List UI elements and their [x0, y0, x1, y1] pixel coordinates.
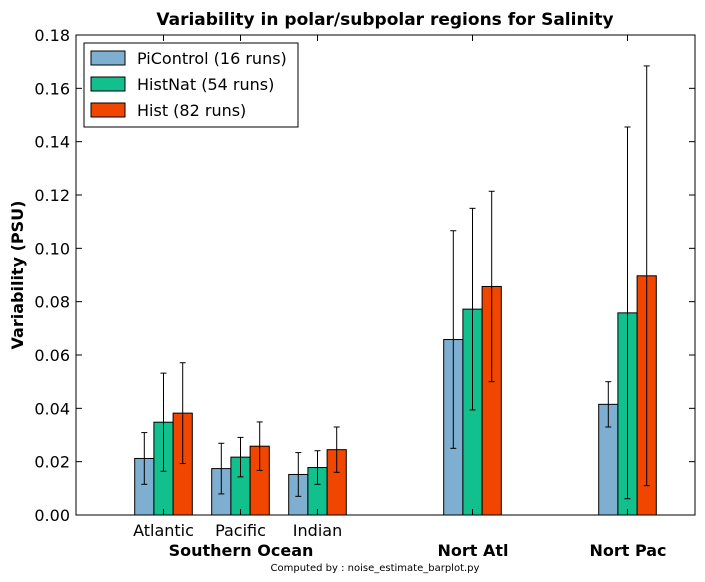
bars-layer [134, 275, 657, 516]
legend-label: Hist (82 runs) [137, 101, 246, 120]
y-tick-label: 0.10 [34, 239, 70, 258]
y-tick-label: 0.12 [34, 186, 70, 205]
y-tick-label: 0.06 [34, 346, 70, 365]
y-tick-label: 0.00 [34, 506, 70, 525]
ticks-layer: 0.00 0.02 0.04 0.06 0.08 0.10 0.12 0.14 0.16 0.18… [34, 26, 695, 560]
legend-swatch [90, 50, 126, 66]
x-tick-label: Atlantic [133, 521, 194, 540]
y-axis-label: Variability (PSU) [8, 201, 27, 350]
legend-swatch [90, 102, 126, 118]
x-tick-label: Pacific [215, 521, 266, 540]
y-tick-label: 0.04 [34, 399, 70, 418]
errorbars-layer [141, 65, 650, 500]
y-tick-label: 0.02 [34, 453, 70, 472]
footer-text: Computed by : noise_estimate_barplot.py [271, 563, 480, 574]
y-tick-label: 0.18 [34, 26, 70, 45]
group-label: Southern Ocean [169, 541, 314, 560]
group-label: Nort Atl [437, 541, 508, 560]
plot-frame [75, 34, 696, 516]
x-tick-label: Indian [293, 521, 342, 540]
legend-label: HistNat (54 runs) [137, 75, 274, 94]
legend: PiControl (16 runs) HistNat (54 runs) Hist… [83, 42, 299, 128]
chart-title: Variability in polar/subpolar regions fo… [156, 10, 613, 30]
legend-swatch [90, 76, 126, 92]
y-tick-label: 0.08 [34, 293, 70, 312]
legend-label: PiControl (16 runs) [137, 49, 287, 68]
y-tick-label: 0.16 [34, 79, 70, 98]
y-tick-label: 0.14 [34, 133, 70, 152]
group-label: Nort Pac [589, 541, 666, 560]
